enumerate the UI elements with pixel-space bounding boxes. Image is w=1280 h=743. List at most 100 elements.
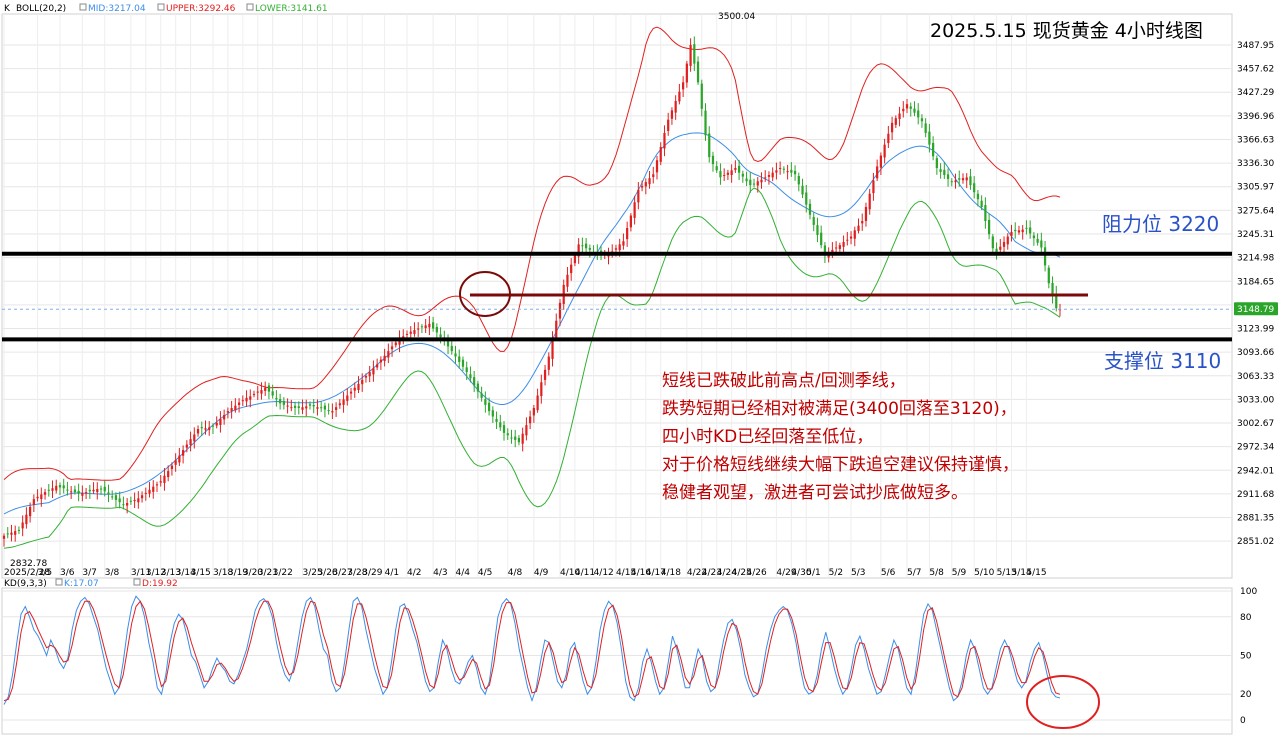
candle-body (383, 355, 386, 362)
d-swatch (133, 578, 141, 586)
k-swatch (55, 578, 63, 586)
candle-body (995, 248, 998, 253)
candle-body (905, 104, 909, 109)
candle-body (469, 374, 472, 379)
time-tick-label: 3/6 (60, 568, 75, 578)
candle-body (103, 486, 106, 492)
candle-body (144, 492, 147, 494)
candle-body (566, 274, 569, 287)
lower-swatch (246, 3, 254, 11)
kd-tick-label: 80 (1240, 613, 1252, 623)
candle-body (47, 489, 50, 491)
kd-tick-label: 0 (1240, 716, 1246, 726)
candle-body (163, 475, 166, 483)
candle-body (805, 192, 808, 205)
time-tick-label: 3/18 (213, 568, 233, 578)
candle-body (40, 494, 43, 500)
candle-body (1055, 293, 1058, 309)
candle-body (129, 500, 132, 502)
candle-body (700, 83, 703, 109)
kd-plot-bg (1, 587, 1233, 735)
support-annotation: 支撑位 3110 (1104, 349, 1221, 373)
time-tick-label: 3/29 (362, 568, 382, 578)
candle-body (417, 328, 420, 330)
candle-body (987, 219, 991, 235)
candle-body (622, 241, 625, 246)
candle-body (334, 407, 338, 410)
candle-body (29, 506, 32, 517)
candle-body (958, 178, 961, 180)
candle-body (932, 142, 935, 157)
candle-body (252, 393, 256, 395)
candle-body (107, 492, 110, 495)
candle-body (178, 455, 181, 463)
candle-body (655, 160, 659, 173)
candle-body (267, 385, 271, 392)
time-tick-label: 4/22 (687, 568, 707, 578)
candle-body (297, 406, 300, 408)
time-tick-label: 4/9 (534, 568, 549, 578)
candle-body (928, 131, 931, 145)
candle-body (749, 179, 752, 186)
time-tick-label: 5/3 (851, 568, 865, 578)
candle-body (723, 175, 726, 177)
candle-body (502, 425, 506, 433)
time-tick-label: 3/12 (146, 568, 166, 578)
candle-body (372, 368, 375, 375)
candle-body (342, 399, 345, 405)
boll-mid-legend: MID:3217.04 (88, 4, 146, 14)
candlestick-series (2, 36, 1062, 547)
candle-body (849, 236, 853, 239)
price-axis: 3487.95 3457.62 3427.29 3396.96 3366.63 3336.… (1237, 41, 1274, 547)
candle-body (879, 155, 883, 168)
candle-body (439, 334, 442, 338)
candle-body (633, 202, 636, 218)
candle-body (1043, 247, 1047, 266)
candle-body (734, 168, 737, 170)
candle-body (271, 391, 274, 396)
candle-body (506, 433, 509, 436)
candle-body (786, 171, 789, 173)
candle-body (682, 82, 685, 90)
candle-body (980, 200, 983, 207)
current-price-value: 3148.79 (1237, 305, 1274, 315)
candle-body (126, 503, 129, 506)
time-tick-label: 2025/2/28 (4, 568, 50, 578)
candle-body (234, 405, 237, 411)
candle-body (282, 401, 285, 405)
candle-body (346, 395, 349, 401)
time-tick-label: 4/5 (478, 568, 492, 578)
candle-body (320, 407, 323, 409)
candle-body (36, 496, 39, 499)
time-tick-label: 3/25 (303, 568, 323, 578)
candle-body (92, 489, 95, 492)
candle-body (1014, 229, 1017, 232)
candle-body (465, 367, 468, 373)
mid-swatch (79, 3, 87, 11)
candle-body (286, 405, 289, 407)
candle-body (689, 44, 692, 66)
kd-axis: 100 80 50 20 0 (1240, 587, 1257, 726)
candle-body (525, 425, 528, 436)
candle-body (670, 110, 674, 119)
candle-body (764, 177, 767, 179)
kd-tick-label: 50 (1240, 652, 1252, 662)
candle-body (547, 356, 550, 370)
price-tick-label: 3063.33 (1237, 372, 1274, 382)
candle-body (316, 407, 319, 409)
candle-body (741, 173, 744, 177)
candle-body (237, 402, 241, 405)
candle-body (379, 359, 382, 363)
candle-body (249, 396, 252, 400)
candle-body (2, 535, 6, 539)
candle-body (876, 166, 879, 179)
time-tick-label: 5/14 (1011, 568, 1031, 578)
candle-body (446, 338, 450, 347)
price-tick-label: 3487.95 (1237, 41, 1274, 51)
candle-body (857, 225, 860, 231)
candle-body (1017, 230, 1021, 233)
candle-body (137, 498, 140, 503)
candle-body (823, 245, 827, 256)
candle-body (387, 351, 390, 358)
candle-body (652, 174, 655, 178)
